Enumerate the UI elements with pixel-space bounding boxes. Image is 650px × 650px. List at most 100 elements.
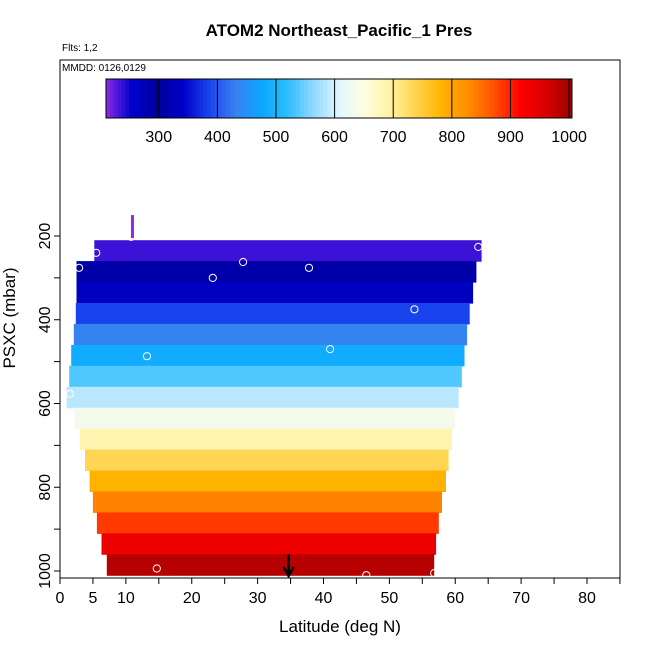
colorbar-segment: [401, 79, 406, 118]
colorbar-segment: [556, 79, 561, 118]
colorbar-segment: [175, 79, 181, 118]
y-tick-label: 1000: [37, 553, 54, 589]
pressure-band-12: [92, 491, 443, 513]
colorbar-tick-label: 1000: [551, 129, 587, 146]
y-tick-label: 200: [37, 223, 54, 250]
colorbar-segment: [195, 79, 200, 118]
colorbar-segment: [362, 79, 367, 118]
colorbar-segment: [408, 79, 414, 118]
colorbar-segment: [552, 79, 557, 118]
sample-point: [152, 564, 161, 573]
colorbar-segment: [280, 79, 286, 118]
colorbar: 300 400 500 600 700 800 900 1000: [105, 78, 587, 146]
colorbar-segment: [455, 79, 460, 118]
colorbar-segment: [354, 79, 359, 118]
y-axis-label: PSXC (mbar): [0, 267, 19, 368]
sample-point: [142, 352, 152, 361]
colorbar-segment: [144, 79, 150, 118]
colorbar-segment: [187, 79, 192, 118]
colorbar-segment: [164, 79, 169, 118]
pressure-band-14: [101, 533, 437, 555]
x-tick-label: 5: [88, 590, 97, 607]
sample-point: [362, 571, 371, 580]
chart-title: ATOM2 Northeast_Pacific_1 Pres: [206, 21, 473, 40]
colorbar-segment: [428, 79, 433, 118]
x-tick-label: 0: [56, 590, 65, 607]
colorbar-segment: [152, 79, 157, 118]
colorbar-segment: [245, 79, 251, 118]
colorbar-segment: [206, 79, 212, 118]
pressure-band-9: [79, 428, 453, 451]
colorbar-segment: [385, 79, 390, 118]
colorbar-segment: [509, 79, 515, 118]
colorbar-segment: [339, 79, 344, 118]
colorbar-segment: [307, 79, 313, 118]
colorbar-tick-label: 800: [438, 129, 465, 146]
colorbar-segment: [234, 79, 239, 118]
colorbar-segment: [482, 79, 487, 118]
y-tick-label: 800: [37, 474, 54, 501]
colorbar-segment: [261, 79, 266, 118]
colorbar-segment: [439, 79, 445, 118]
x-tick-label: 70: [512, 590, 530, 607]
colorbar-segment: [276, 79, 282, 118]
colorbar-segment: [125, 79, 130, 118]
colorbar-segment: [226, 79, 231, 118]
colorbar-segment: [179, 79, 185, 118]
colorbar-segment: [513, 79, 519, 118]
colorbar-segment: [315, 79, 320, 118]
pressure-bands: [66, 240, 482, 576]
y-tick-label: 400: [37, 306, 54, 333]
date-annotation: MMDD: 0126,0129: [62, 63, 146, 74]
y-tick-label: 600: [37, 390, 54, 417]
position-arrow-head: [282, 566, 295, 579]
pressure-band-6: [69, 365, 462, 388]
colorbar-segment: [230, 79, 235, 118]
colorbar-segment: [106, 79, 111, 118]
colorbar-segment: [389, 79, 394, 118]
colorbar-segment: [265, 79, 270, 118]
x-axis: 0 5 10 20 30 40 50 60 70 80: [56, 578, 621, 607]
pressure-band-15: [106, 554, 435, 576]
markers: [130, 215, 295, 579]
colorbar-segment: [342, 79, 348, 118]
colorbar-segment: [381, 79, 386, 118]
sample-point: [410, 305, 419, 314]
colorbar-segment: [331, 79, 336, 118]
colorbar-segment: [432, 79, 437, 118]
pressure-band-1: [76, 261, 477, 283]
colorbar-segment: [203, 79, 208, 118]
colorbar-segment: [405, 79, 410, 118]
colorbar-segment: [358, 79, 363, 118]
colorbar-segment: [222, 79, 227, 118]
colorbar-segment: [420, 79, 425, 118]
colorbar-tick-label: 700: [380, 129, 407, 146]
y-axis: 200 400 600 800 1000: [37, 223, 60, 589]
colorbar-segment: [288, 79, 293, 118]
pressure-band-4: [73, 323, 468, 346]
colorbar-tick-label: 400: [204, 129, 231, 146]
sample-point: [304, 263, 314, 272]
colorbar-segment: [560, 79, 565, 118]
colorbar-segment: [490, 79, 495, 118]
colorbar-segment: [529, 79, 534, 118]
colorbar-segment: [199, 79, 204, 118]
colorbar-segment: [564, 79, 569, 118]
colorbar-segment: [269, 79, 274, 118]
colorbar-segment: [424, 79, 429, 118]
x-tick-label: 50: [380, 590, 398, 607]
colorbar-segment: [284, 79, 289, 118]
colorbar-segment: [436, 79, 441, 118]
colorbar-segment: [292, 79, 297, 118]
colorbar-segment: [319, 79, 324, 118]
x-tick-label: 60: [446, 590, 464, 607]
colorbar-segment: [498, 79, 503, 118]
pressure-band-5: [71, 344, 465, 367]
colorbar-segment: [191, 79, 196, 118]
colorbar-segment: [109, 79, 115, 118]
sample-point: [474, 242, 483, 251]
colorbar-tick-label: 300: [145, 129, 172, 146]
colorbar-segment: [241, 79, 247, 118]
flights-annotation: Flts: 1,2: [62, 43, 98, 54]
